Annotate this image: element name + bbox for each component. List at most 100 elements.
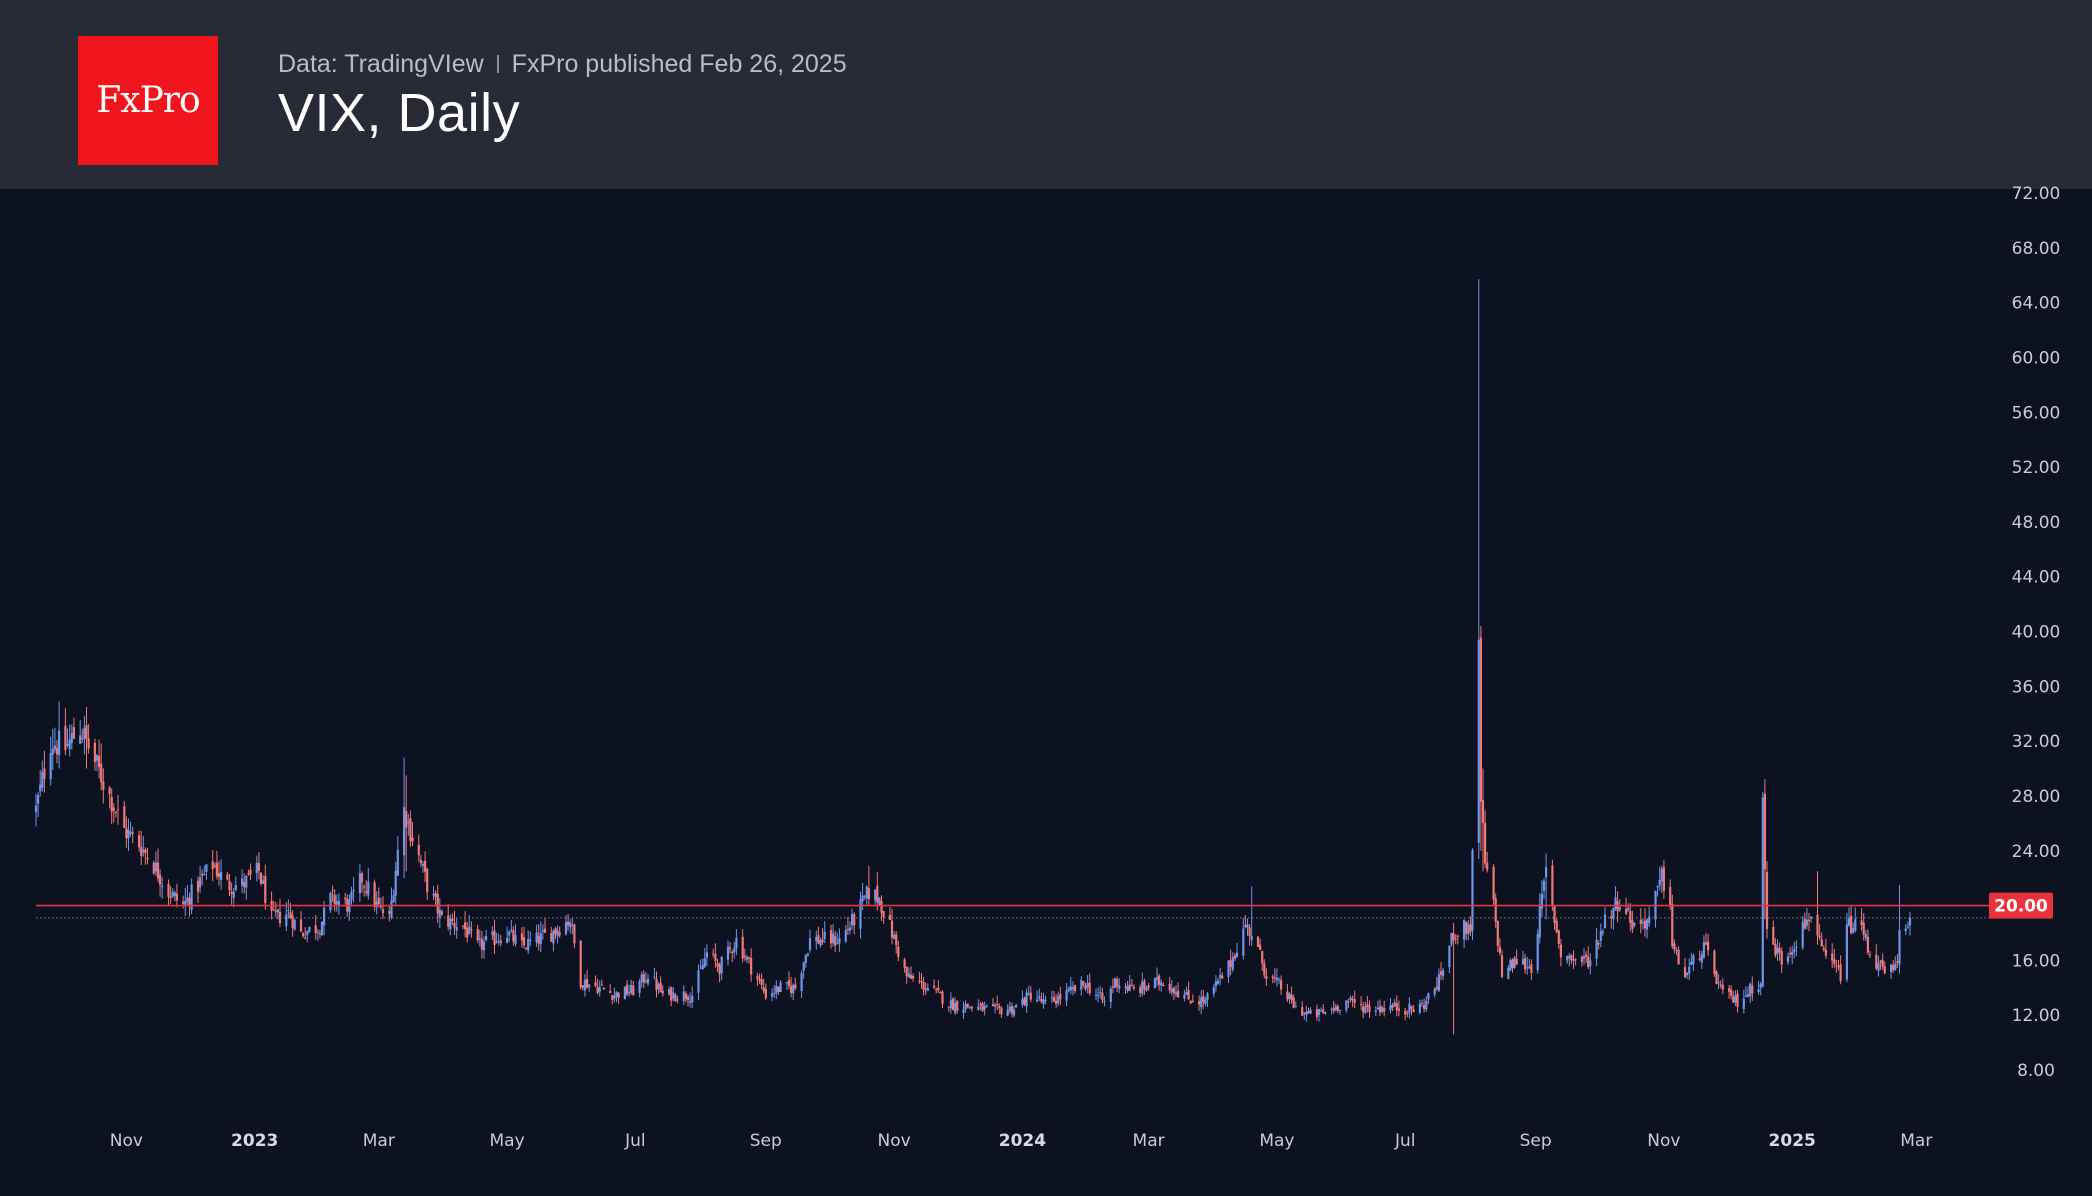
candle	[87, 724, 90, 754]
candle-body	[1442, 970, 1445, 977]
candle	[405, 775, 408, 872]
candle-body	[108, 787, 111, 794]
candle-body	[1908, 917, 1912, 926]
candle-body	[1633, 923, 1636, 926]
candle	[1465, 921, 1468, 941]
candle	[909, 966, 913, 979]
candle	[520, 927, 523, 948]
candle	[93, 738, 96, 771]
candle	[201, 869, 204, 885]
candle	[1244, 915, 1247, 929]
candle	[142, 836, 145, 857]
candle	[186, 885, 189, 905]
candle	[712, 948, 715, 958]
candle	[1877, 955, 1880, 977]
candle	[41, 760, 44, 792]
candle-body	[98, 756, 101, 768]
candle	[1174, 985, 1178, 998]
candle-body	[598, 986, 601, 992]
candle	[1132, 984, 1135, 991]
candle	[1822, 945, 1825, 952]
candle-body	[1860, 920, 1863, 925]
candle-body	[817, 934, 820, 944]
candle-body	[617, 992, 620, 998]
candle-body	[1883, 966, 1886, 974]
candle-body	[1452, 933, 1455, 941]
candle	[1875, 944, 1878, 971]
candle-body	[156, 862, 160, 879]
candle	[245, 875, 248, 900]
candle	[1099, 986, 1102, 999]
candle	[1845, 912, 1848, 983]
candle-body	[1015, 1005, 1018, 1008]
candle-body	[262, 880, 265, 884]
candle	[1763, 779, 1766, 920]
candle	[1736, 989, 1739, 1013]
candle	[1065, 983, 1068, 1006]
candle-body	[466, 927, 469, 938]
candle	[167, 879, 170, 907]
candle	[1435, 977, 1438, 992]
candle	[1330, 1007, 1333, 1015]
candle-body	[1246, 924, 1249, 928]
candle	[935, 987, 938, 994]
candle-body	[1791, 951, 1794, 955]
candle-body	[1174, 992, 1178, 995]
candle	[1246, 918, 1249, 936]
candle	[1231, 952, 1234, 972]
candle	[381, 896, 385, 919]
candle	[1662, 860, 1665, 899]
candle	[1847, 907, 1851, 927]
candle	[1000, 1006, 1003, 1018]
candle-body	[1707, 941, 1710, 951]
candle	[110, 788, 113, 824]
candle-body	[1040, 999, 1043, 1002]
candle-body	[1671, 903, 1674, 947]
y-tick-label: 40.00	[2012, 623, 2061, 643]
candle	[705, 944, 708, 966]
candle-body	[1553, 906, 1556, 923]
candle	[981, 1001, 984, 1012]
candle	[670, 986, 673, 1007]
candle-body	[895, 934, 898, 945]
candle-body	[1235, 952, 1239, 957]
y-tick-label: 48.00	[2012, 513, 2061, 533]
candle-body	[58, 730, 61, 755]
candle	[777, 986, 780, 995]
candle	[1101, 987, 1104, 1004]
candle-body	[169, 896, 172, 899]
candle	[691, 986, 694, 1009]
candle	[1492, 864, 1495, 906]
candle	[1307, 1007, 1310, 1014]
candle-body	[1277, 979, 1281, 981]
candle-body	[419, 859, 422, 864]
candle	[1420, 999, 1424, 1008]
candle-body	[289, 912, 292, 919]
candle	[689, 992, 692, 1008]
candle	[482, 936, 486, 959]
candle-body	[287, 910, 290, 911]
candle	[1742, 989, 1745, 1014]
candle	[449, 914, 452, 936]
candle-body	[764, 988, 767, 999]
candle	[863, 894, 866, 901]
candle-body	[1730, 989, 1733, 996]
candle-body	[1803, 918, 1806, 929]
candle-body	[1801, 922, 1804, 948]
candle	[1128, 975, 1131, 992]
candle	[947, 1006, 950, 1012]
candle	[1334, 1003, 1337, 1012]
candle	[302, 932, 305, 938]
candle-body	[478, 938, 481, 940]
candle	[1124, 983, 1127, 994]
candle	[1713, 949, 1716, 977]
candle-body	[1427, 993, 1430, 1000]
candle	[196, 876, 200, 903]
candle-body	[1774, 943, 1777, 956]
candle	[1404, 1007, 1407, 1021]
candle	[581, 985, 584, 991]
candle-body	[1111, 986, 1114, 988]
candle	[991, 998, 995, 1007]
candle-body	[215, 863, 218, 877]
